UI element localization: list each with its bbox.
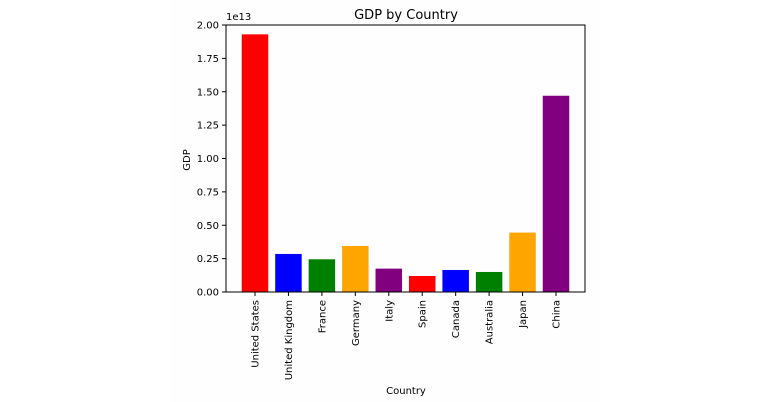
x-tick-label: France <box>317 300 328 333</box>
x-tick-label: Canada <box>451 300 462 338</box>
y-axis-offset-label: 1e13 <box>226 12 251 23</box>
y-tick-label: 0.50 <box>197 221 219 232</box>
bar-spain <box>408 275 436 292</box>
y-tick-label: 1.75 <box>197 54 219 65</box>
y-axis-ticks: 0.00 0.25 0.50 0.75 1.00 1.25 1.50 1.75 2.00 <box>197 21 226 299</box>
bar-japan <box>509 232 536 292</box>
figure-background <box>170 0 600 402</box>
chart-title: GDP by Country <box>354 8 458 23</box>
y-tick-label: 1.00 <box>197 154 219 165</box>
y-axis-label: GDP <box>182 149 193 170</box>
plot-frame <box>225 24 586 293</box>
x-tick-label: China <box>552 300 563 329</box>
x-tick-label: United Kingdom <box>284 300 295 380</box>
y-tick-label: 0.00 <box>197 288 219 299</box>
bar-canada <box>442 269 469 292</box>
bar-united-states <box>241 34 269 292</box>
y-tick-label: 0.75 <box>197 187 219 198</box>
x-tick-label: Italy <box>384 300 395 322</box>
bar-australia <box>475 271 503 292</box>
bar-united-kingdom <box>275 253 302 292</box>
x-axis-label: Country <box>386 386 426 397</box>
bar-france <box>308 259 336 292</box>
y-tick-label: 1.50 <box>197 87 219 98</box>
y-tick-label: 2.00 <box>197 21 219 32</box>
bar-china <box>542 95 570 292</box>
x-tick-label: Australia <box>485 300 496 344</box>
y-tick-label: 1.25 <box>197 121 219 132</box>
y-tick-label: 0.25 <box>197 254 219 265</box>
x-tick-label: Spain <box>418 300 429 328</box>
bar-italy <box>375 268 403 292</box>
x-tick-label: Germany <box>351 300 362 346</box>
x-tick-label: Japan <box>518 300 529 329</box>
bars <box>241 34 570 292</box>
x-axis-ticks: United States United Kingdom France Germany… <box>251 292 563 380</box>
bar-germany <box>342 245 369 292</box>
x-tick-label: United States <box>251 300 262 368</box>
